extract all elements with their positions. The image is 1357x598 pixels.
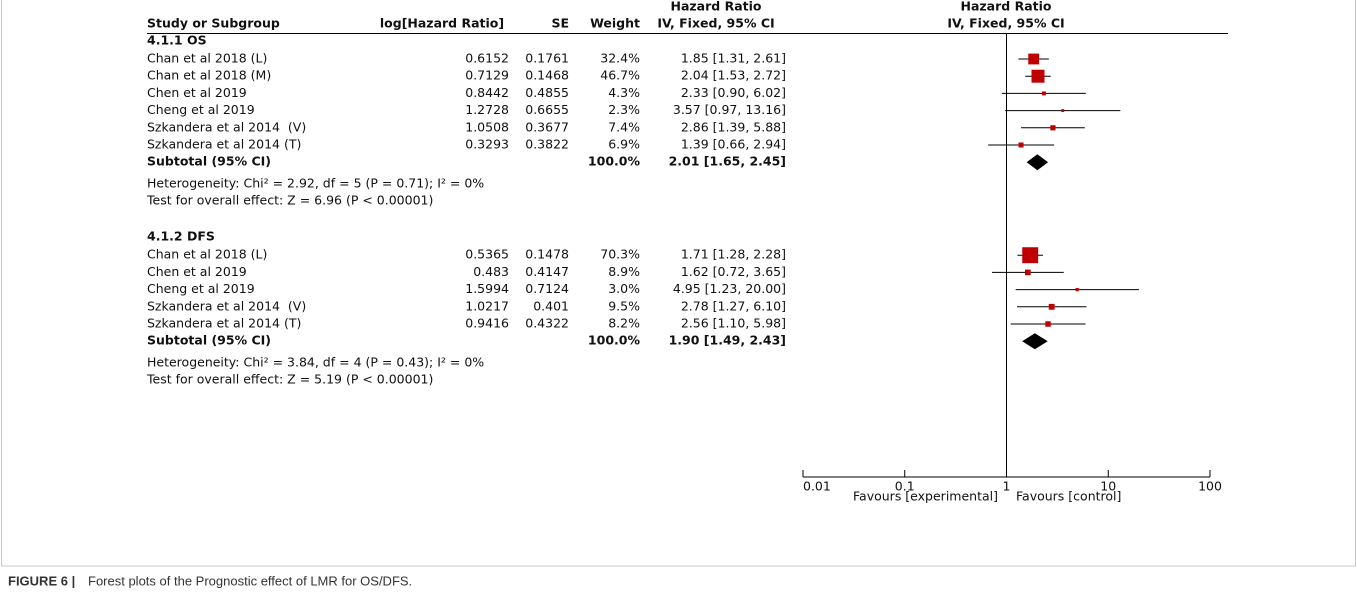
ci-label: 2.04 [1.53, 2.72]	[681, 68, 786, 83]
study-name: Szkandera et al 2014 (V)	[147, 298, 306, 313]
study-name: Cheng et al 2019	[147, 281, 255, 296]
se: 0.1468	[525, 68, 569, 83]
effect-square	[1045, 321, 1051, 327]
loghr: 1.0508	[465, 119, 509, 134]
loghr: 1.5994	[465, 281, 509, 296]
se: 0.4322	[525, 316, 569, 331]
group-title: 4.1.1 OS	[147, 33, 207, 48]
weight: 7.4%	[608, 119, 640, 134]
subtotal-weight: 100.0%	[588, 154, 641, 169]
study-name: Chen et al 2019	[147, 85, 247, 100]
ci-label: 2.86 [1.39, 5.88]	[681, 119, 786, 134]
ci-label: 2.78 [1.27, 6.10]	[681, 298, 786, 313]
weight: 70.3%	[600, 247, 640, 262]
se: 0.3822	[525, 137, 569, 152]
x-tick-label: 0.1	[895, 479, 915, 494]
weight: 8.9%	[608, 264, 640, 279]
loghr: 0.6152	[465, 51, 509, 66]
loghr: 0.9416	[465, 316, 509, 331]
loghr: 0.3293	[465, 137, 509, 152]
loghr: 0.8442	[465, 85, 509, 100]
subtotal-ci: 2.01 [1.65, 2.45]	[669, 154, 786, 169]
weight: 3.0%	[608, 281, 640, 296]
study-name: Szkandera et al 2014 (V)	[147, 119, 306, 134]
loghr: 0.7129	[465, 68, 509, 83]
ci-label: 1.85 [1.31, 2.61]	[681, 51, 786, 66]
ci-label: 1.71 [1.28, 2.28]	[681, 247, 786, 262]
header-study: Study or Subgroup	[147, 16, 280, 31]
effect-square	[1050, 125, 1056, 131]
se: 0.1761	[525, 51, 569, 66]
ci-label: 3.57 [0.97, 13.16]	[673, 102, 786, 117]
effect-square	[1028, 53, 1040, 65]
weight: 4.3%	[608, 85, 640, 100]
ci-label: 2.56 [1.10, 5.98]	[681, 316, 786, 331]
subtotal-ci: 1.90 [1.49, 2.43]	[669, 333, 786, 348]
group-title: 4.1.2 DFS	[147, 229, 215, 244]
subtotal-diamond	[1026, 154, 1049, 171]
se: 0.1478	[525, 247, 569, 262]
header-weight: Weight	[590, 16, 640, 31]
ci-label: 1.39 [0.66, 2.94]	[681, 137, 786, 152]
figure-frame	[1, 0, 1356, 567]
study-name: Chan et al 2018 (M)	[147, 68, 271, 83]
weight: 46.7%	[600, 68, 640, 83]
x-tick-label: 1	[1003, 479, 1011, 494]
ci-label: 1.62 [0.72, 3.65]	[681, 264, 786, 279]
subtotal-name: Subtotal (95% CI)	[147, 154, 271, 169]
ci-label: 2.33 [0.90, 6.02]	[681, 85, 786, 100]
se: 0.3677	[525, 119, 569, 134]
effect-square	[1061, 109, 1065, 113]
weight: 2.3%	[608, 102, 640, 117]
header-plot-title: Hazard Ratio	[961, 0, 1052, 14]
se: 0.4855	[525, 85, 569, 100]
favours-left: Favours [experimental]	[853, 489, 998, 504]
weight: 9.5%	[608, 298, 640, 313]
header-se: SE	[551, 16, 569, 31]
header-ci-title: Hazard Ratio	[671, 0, 762, 14]
ci-label: 4.95 [1.23, 20.00]	[673, 281, 786, 296]
loghr: 1.2728	[465, 102, 509, 117]
weight: 32.4%	[600, 51, 640, 66]
study-name: Cheng et al 2019	[147, 102, 255, 117]
loghr: 1.0217	[465, 298, 509, 313]
effect-square	[1022, 247, 1039, 264]
study-name: Szkandera et al 2014 (T)	[147, 137, 301, 152]
effect-square	[1048, 303, 1055, 310]
effect-square	[1018, 142, 1024, 148]
subtotal-name: Subtotal (95% CI)	[147, 333, 271, 348]
se: 0.7124	[525, 281, 569, 296]
effect-square	[1075, 287, 1079, 292]
study-name: Chan et al 2018 (L)	[147, 51, 267, 66]
subtotal-weight: 100.0%	[588, 333, 641, 348]
effect-square	[1024, 269, 1031, 276]
header-ci-sub: IV, Fixed, 95% CI	[657, 16, 774, 31]
effect-square	[1031, 69, 1045, 83]
se: 0.4147	[525, 264, 569, 279]
study-name: Szkandera et al 2014 (T)	[147, 316, 301, 331]
x-tick-label: 0.01	[803, 479, 831, 494]
study-name: Chan et al 2018 (L)	[147, 247, 267, 262]
heterogeneity: Heterogeneity: Chi² = 3.84, df = 4 (P = …	[147, 355, 484, 370]
weight: 8.2%	[608, 316, 640, 331]
se: 0.6655	[525, 102, 569, 117]
subtotal-diamond	[1022, 333, 1048, 350]
loghr: 0.483	[473, 264, 509, 279]
caption-label: FIGURE 6 |	[8, 573, 75, 588]
x-tick-label: 100	[1198, 479, 1222, 494]
effect-square	[1041, 91, 1046, 96]
study-name: Chen et al 2019	[147, 264, 247, 279]
x-tick-label: 10	[1100, 479, 1116, 494]
favours-right: Favours [control]	[1016, 489, 1121, 504]
weight: 6.9%	[608, 137, 640, 152]
se: 0.401	[533, 298, 569, 313]
caption: Forest plots of the Prognostic effect of…	[88, 573, 412, 588]
overall-effect: Test for overall effect: Z = 6.96 (P < 0…	[146, 193, 433, 208]
header-loghr: log[Hazard Ratio]	[380, 16, 504, 31]
header-plot-sub: IV, Fixed, 95% CI	[947, 16, 1064, 31]
heterogeneity: Heterogeneity: Chi² = 2.92, df = 5 (P = …	[147, 176, 484, 191]
overall-effect: Test for overall effect: Z = 5.19 (P < 0…	[146, 372, 433, 387]
loghr: 0.5365	[465, 247, 509, 262]
